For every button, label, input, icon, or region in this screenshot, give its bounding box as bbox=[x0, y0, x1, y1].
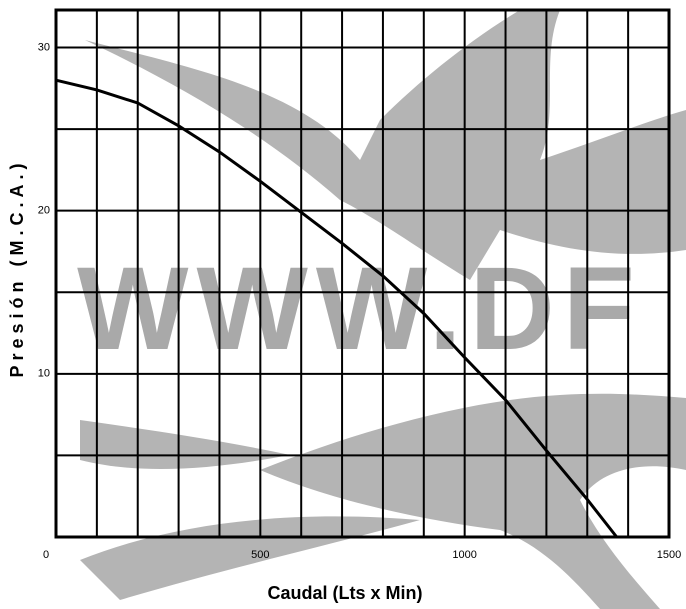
x-tick-label: 500 bbox=[251, 549, 269, 561]
y-axis-label: Presión (M.C.A.) bbox=[7, 158, 27, 377]
y-tick-label: 10 bbox=[38, 368, 50, 380]
watermark-text: WWW.DF bbox=[77, 243, 643, 375]
y-tick-label: 20 bbox=[38, 205, 50, 217]
y-tick-label: 30 bbox=[38, 41, 50, 53]
x-tick-label: 0 bbox=[43, 549, 49, 561]
x-tick-label: 1000 bbox=[452, 549, 476, 561]
x-axis-label: Caudal (Lts x Min) bbox=[267, 583, 422, 603]
chart: WWW.DF Caudal (Lts x Min) Presión (M.C.A… bbox=[0, 0, 686, 609]
x-tick-label: 1500 bbox=[657, 549, 681, 561]
